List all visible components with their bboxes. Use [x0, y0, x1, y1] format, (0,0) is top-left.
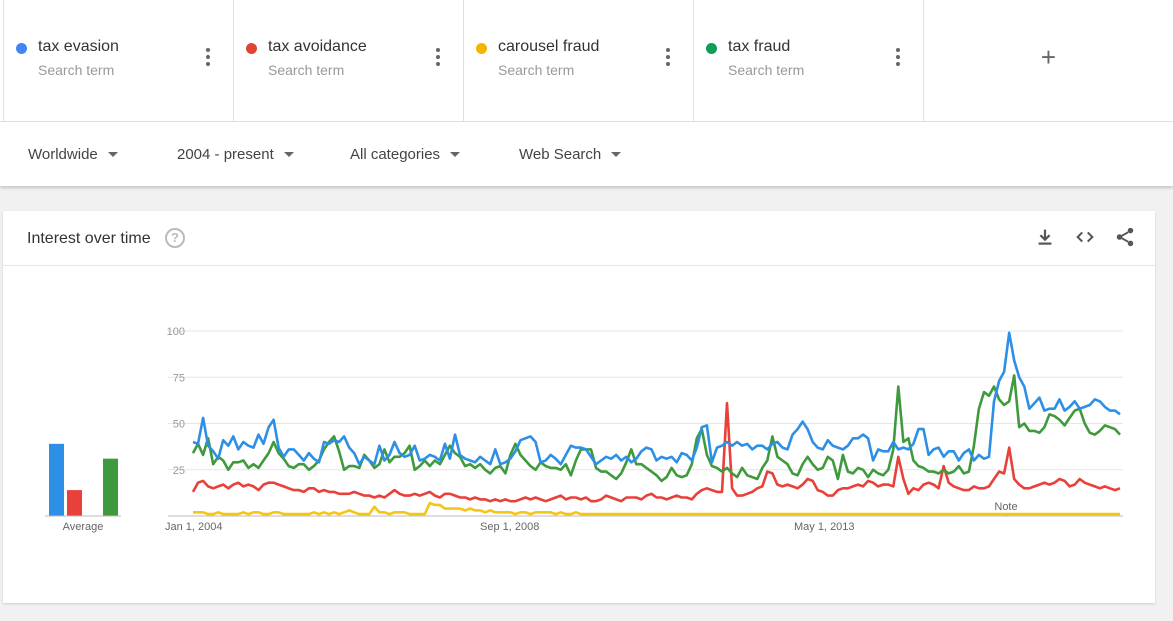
category-filter-dropdown[interactable]: All categories [350, 146, 461, 163]
more-vert-icon[interactable] [435, 48, 441, 68]
search-type-filter-label: Web Search [519, 146, 602, 163]
series-color-dot [16, 43, 27, 54]
caret-down-icon [283, 152, 294, 157]
interest-over-time-card: Interest over time ? 100 75 50 25 Jan 1, 200… [3, 211, 1155, 603]
average-label: Average [63, 521, 104, 533]
series-line-tax-fraud[interactable] [191, 374, 1121, 483]
plus-icon: + [1040, 42, 1057, 72]
more-vert-icon[interactable] [205, 48, 211, 68]
average-bar[interactable] [49, 443, 64, 516]
series-line-tax-avoidance[interactable] [191, 401, 1121, 503]
filter-bar: Worldwide 2004 - present All categories … [0, 122, 1173, 186]
y-tick-label: 75 [173, 372, 185, 384]
y-tick-label: 25 [173, 465, 185, 477]
x-tick-label: Jan 1, 2004 [165, 521, 223, 533]
series-color-dot [476, 43, 487, 54]
interest-over-time-chart: 100 75 50 25 Jan 1, 2004 Sep 1, 2008 May 1, 20… [45, 326, 1123, 533]
more-vert-icon[interactable] [895, 48, 901, 68]
note-marker[interactable]: Note [994, 501, 1017, 513]
caret-down-icon [107, 152, 118, 157]
search-term-name[interactable]: tax avoidance [268, 38, 367, 55]
search-terms-bar: tax evasion Search term tax avoidance Se… [0, 0, 1173, 122]
region-filter-label: Worldwide [28, 146, 98, 163]
search-term-name[interactable]: carousel fraud [498, 38, 600, 55]
help-icon[interactable]: ? [165, 228, 185, 248]
time-filter-dropdown[interactable]: 2004 - present [177, 146, 294, 163]
y-tick-label: 50 [173, 419, 185, 431]
y-tick-label: 100 [167, 326, 185, 338]
search-term-type: Search term [728, 62, 805, 78]
search-term-name[interactable]: tax fraud [728, 38, 791, 55]
add-comparison-button[interactable]: + [924, 0, 1173, 121]
average-bar[interactable] [103, 458, 118, 516]
search-term-type: Search term [498, 62, 575, 78]
caret-down-icon [450, 152, 461, 157]
embed-code-icon[interactable] [1074, 226, 1096, 248]
category-filter-label: All categories [350, 146, 441, 163]
search-term-type: Search term [38, 62, 115, 78]
card-header: Interest over time ? [3, 211, 1155, 266]
x-tick-label: Sep 1, 2008 [480, 521, 539, 533]
caret-down-icon [611, 152, 622, 157]
more-vert-icon[interactable] [665, 48, 671, 68]
series-color-dot [246, 43, 257, 54]
series-line-tax-evasion[interactable] [192, 331, 1121, 466]
series-color-dot [706, 43, 717, 54]
share-icon[interactable] [1114, 226, 1136, 248]
search-term-card[interactable]: carousel fraud Search term [464, 0, 694, 122]
search-term-name[interactable]: tax evasion [38, 38, 119, 55]
x-tick-label: May 1, 2013 [794, 521, 855, 533]
series-line-carousel-fraud[interactable] [193, 501, 1120, 516]
search-term-card[interactable]: tax evasion Search term [3, 0, 234, 122]
search-term-card[interactable]: tax avoidance Search term [234, 0, 464, 122]
average-bar[interactable] [67, 490, 82, 516]
time-filter-label: 2004 - present [177, 146, 274, 163]
region-filter-dropdown[interactable]: Worldwide [28, 146, 118, 163]
download-icon[interactable] [1034, 226, 1056, 248]
search-term-type: Search term [268, 62, 345, 78]
card-title: Interest over time [27, 230, 151, 247]
search-term-card[interactable]: tax fraud Search term [694, 0, 924, 122]
search-type-filter-dropdown[interactable]: Web Search [519, 146, 622, 163]
